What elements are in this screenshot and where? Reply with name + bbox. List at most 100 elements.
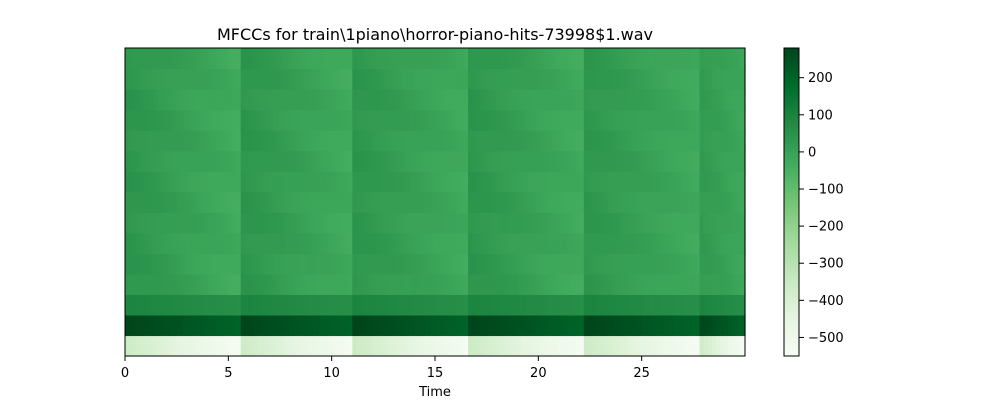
heatmap-cell (559, 232, 564, 254)
heatmap-cell (153, 48, 159, 70)
heatmap-cell (414, 48, 420, 70)
heatmap-cell (447, 191, 453, 213)
heatmap-cell (662, 171, 668, 193)
heatmap-cell (360, 273, 366, 295)
heatmap-cell (724, 273, 730, 295)
heatmap-cell (517, 130, 523, 152)
heatmap-cell (199, 89, 205, 111)
heatmap-cell (670, 130, 676, 152)
heatmap-cell (286, 48, 291, 70)
heatmap-cell (385, 253, 391, 275)
heatmap-cell (575, 253, 581, 275)
heatmap-cell (240, 89, 246, 111)
heatmap-cell (240, 232, 246, 254)
heatmap-cell (728, 294, 734, 316)
heatmap-cell (505, 294, 510, 316)
heatmap-cell (517, 171, 523, 193)
heatmap-cell (232, 273, 238, 295)
heatmap-cell (356, 48, 362, 70)
heatmap-cell (736, 273, 742, 295)
heatmap-cell (439, 191, 444, 213)
heatmap-cell (265, 335, 271, 357)
heatmap-cell (381, 191, 386, 213)
heatmap-cell (327, 68, 333, 90)
heatmap-cell (211, 273, 217, 295)
heatmap-cell (191, 68, 196, 90)
heatmap-cell (215, 314, 221, 337)
heatmap-cell (608, 171, 614, 193)
heatmap-cell (261, 253, 267, 275)
heatmap-cell (612, 294, 618, 316)
heatmap-cell (211, 212, 217, 234)
heatmap-cell (621, 150, 626, 172)
heatmap-cell (497, 273, 502, 295)
heatmap-cell (492, 109, 498, 131)
heatmap-cell (170, 273, 176, 295)
heatmap-cell (257, 294, 262, 316)
heatmap-cell (166, 48, 172, 70)
heatmap-cell (149, 232, 155, 254)
heatmap-cell (695, 171, 701, 193)
heatmap-cell (158, 191, 163, 213)
heatmap-cell (414, 314, 420, 337)
heatmap-cell (381, 294, 386, 316)
heatmap-cell (145, 314, 151, 337)
heatmap-cell (587, 68, 593, 90)
heatmap-cell (488, 314, 494, 337)
heatmap-cell (418, 212, 424, 234)
heatmap-cell (348, 232, 353, 254)
heatmap-cell (414, 109, 420, 131)
heatmap-cell (381, 48, 386, 70)
heatmap-cell (509, 273, 515, 295)
heatmap-cell (542, 294, 548, 316)
heatmap-cell (621, 253, 626, 275)
heatmap-cell (554, 191, 560, 213)
heatmap-cell (298, 48, 304, 70)
heatmap-cell (286, 150, 291, 172)
heatmap-cell (339, 109, 345, 131)
heatmap-cell (397, 273, 403, 295)
heatmap-cell (327, 109, 333, 131)
heatmap-cell (187, 68, 192, 90)
heatmap-cell (360, 68, 366, 90)
heatmap-cell (302, 314, 308, 337)
heatmap-cell (633, 191, 639, 213)
heatmap-cell (575, 109, 581, 131)
heatmap-cell (166, 191, 172, 213)
heatmap-cell (720, 294, 725, 316)
heatmap-cell (484, 68, 490, 90)
heatmap-cell (282, 232, 287, 254)
heatmap-cell (339, 253, 345, 275)
heatmap-cell (166, 335, 172, 357)
heatmap-cell (596, 232, 601, 254)
heatmap-cell (344, 150, 349, 172)
heatmap-cell (335, 253, 341, 275)
heatmap-cell (269, 191, 275, 213)
heatmap-cell (253, 109, 258, 131)
heatmap-cell (153, 68, 159, 90)
heatmap-cell (182, 109, 188, 131)
heatmap-cell (397, 191, 403, 213)
heatmap-cell (311, 314, 316, 337)
heatmap-cell (472, 314, 477, 337)
heatmap-cell (463, 68, 469, 90)
heatmap-cell (542, 68, 548, 90)
heatmap-cell (488, 294, 494, 316)
heatmap-cell (203, 68, 209, 90)
heatmap-cell (699, 191, 705, 213)
heatmap-cell (414, 150, 420, 172)
heatmap-cell (261, 48, 267, 70)
heatmap-cell (253, 150, 258, 172)
heatmap-cell (406, 335, 411, 357)
heatmap-cell (600, 212, 606, 234)
heatmap-cell (592, 294, 597, 316)
heatmap-cell (277, 89, 283, 111)
heatmap-cell (579, 68, 585, 90)
heatmap-cell (480, 294, 486, 316)
heatmap-cell (579, 109, 585, 131)
heatmap-cell (542, 89, 548, 111)
heatmap-cell (649, 130, 655, 152)
heatmap-cell (298, 150, 304, 172)
heatmap-cell (282, 150, 287, 172)
heatmap-cell (703, 212, 709, 234)
